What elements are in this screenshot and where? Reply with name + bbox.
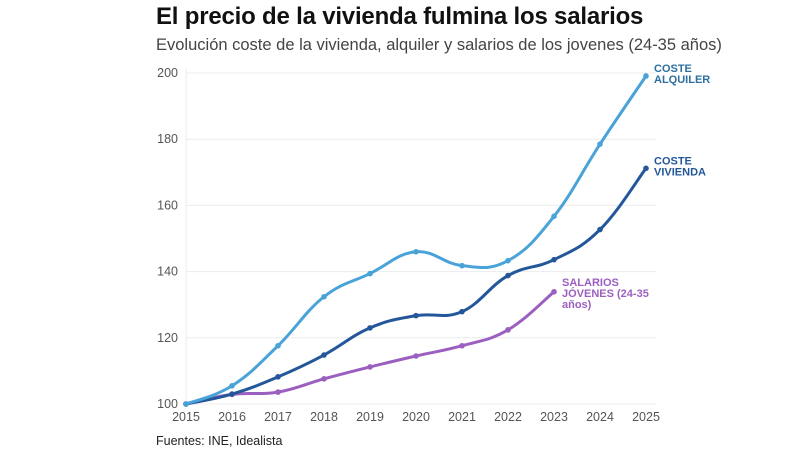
series-label-coste-vivienda: COSTE <box>654 155 692 167</box>
x-tick-label: 2025 <box>632 410 660 424</box>
x-axis: 2015 2016 2017 2018 2019 2020 2021 2022 2023 2024… <box>172 410 660 424</box>
x-tick-label: 2017 <box>264 410 292 424</box>
data-point <box>505 272 511 279</box>
data-point <box>459 308 465 315</box>
data-point <box>505 327 511 333</box>
data-point <box>229 391 235 397</box>
data-point <box>229 382 235 389</box>
x-tick-label: 2024 <box>586 410 614 424</box>
series-label-salarios-jovenes: años) <box>562 299 592 311</box>
series-salarios-jovenes <box>183 288 557 407</box>
series-line-salarios-jovenes <box>184 290 556 406</box>
source-note: Fuentes: INE, Idealista <box>156 434 283 448</box>
data-point <box>597 141 603 147</box>
series-label-coste-alquiler: COSTE <box>654 63 692 75</box>
data-point <box>643 73 649 79</box>
data-point <box>275 374 281 380</box>
data-point <box>413 248 419 255</box>
data-point <box>413 353 419 359</box>
x-tick-label: 2018 <box>310 410 338 424</box>
y-tick-label: 140 <box>157 265 178 279</box>
data-point <box>551 256 557 263</box>
series-line-coste-alquiler <box>184 74 648 406</box>
x-tick-label: 2015 <box>172 410 200 424</box>
y-tick-label: 180 <box>157 132 178 146</box>
data-point <box>505 257 511 264</box>
data-point <box>459 262 465 269</box>
y-tick-label: 200 <box>157 66 178 80</box>
x-tick-label: 2022 <box>494 410 522 424</box>
chart-title: El precio de la vivienda fulmina los sal… <box>156 3 644 30</box>
data-point <box>367 364 373 370</box>
data-point <box>459 342 465 349</box>
data-point <box>183 401 189 407</box>
series-label-salarios-jovenes: JÓVENES (24-35 <box>562 287 649 300</box>
series-label-coste-alquiler: ALQUILER <box>654 74 710 86</box>
data-point <box>551 288 557 295</box>
series-lines <box>183 73 649 407</box>
x-tick-label: 2019 <box>356 410 384 424</box>
x-tick-label: 2016 <box>218 410 246 424</box>
data-point <box>321 376 327 382</box>
series-label-coste-vivienda: VIVIENDA <box>654 166 706 178</box>
y-axis: 100 120 140 160 180 200 <box>157 66 178 411</box>
y-tick-label: 120 <box>157 331 178 345</box>
chart-subtitle: Evolución coste de la vivienda, alquiler… <box>156 36 722 54</box>
data-point <box>321 293 327 300</box>
data-point <box>551 213 557 220</box>
x-tick-label: 2021 <box>448 410 476 424</box>
data-point <box>597 226 603 233</box>
data-point <box>275 389 281 395</box>
series-coste-alquiler <box>183 73 649 407</box>
data-point <box>367 270 373 277</box>
data-point <box>321 352 327 358</box>
x-tick-label: 2020 <box>402 410 430 424</box>
data-point <box>643 165 649 172</box>
data-point <box>275 342 281 349</box>
y-tick-label: 100 <box>157 397 178 411</box>
y-tick-label: 160 <box>157 198 178 212</box>
x-tick-label: 2023 <box>540 410 568 424</box>
data-point <box>367 325 373 331</box>
data-point <box>413 312 419 319</box>
gridlines <box>185 69 656 405</box>
series-label-salarios-jovenes: SALARIOS <box>562 277 619 289</box>
